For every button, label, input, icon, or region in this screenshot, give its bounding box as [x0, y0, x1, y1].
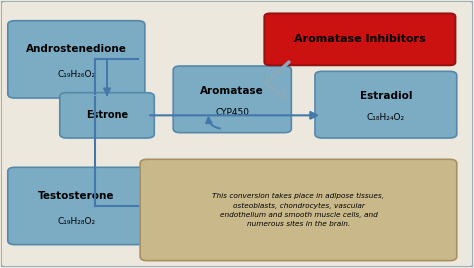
FancyBboxPatch shape [264, 13, 456, 65]
Text: C₁₉H₂₈O₂: C₁₉H₂₈O₂ [57, 217, 95, 226]
Text: Estrone: Estrone [86, 110, 128, 120]
FancyBboxPatch shape [173, 66, 292, 133]
FancyBboxPatch shape [315, 71, 457, 138]
Text: Testosterone: Testosterone [38, 191, 115, 200]
FancyBboxPatch shape [8, 21, 145, 98]
Text: C₁₈H₂₄O₂: C₁₈H₂₄O₂ [367, 113, 405, 122]
Text: Aromatase Inhibitors: Aromatase Inhibitors [294, 34, 426, 44]
FancyBboxPatch shape [140, 159, 457, 261]
Text: CYP450: CYP450 [215, 108, 249, 117]
FancyBboxPatch shape [60, 93, 155, 138]
Text: This conversion takes place in adipose tissues,
osteoblasts, chondrocytes, vascu: This conversion takes place in adipose t… [212, 193, 384, 227]
FancyBboxPatch shape [8, 167, 145, 245]
Text: Androstenedione: Androstenedione [26, 44, 127, 54]
Text: Aromatase: Aromatase [201, 85, 264, 96]
Text: Estradiol: Estradiol [360, 91, 412, 101]
Text: C₁₉H₂₆O₂: C₁₉H₂₆O₂ [57, 70, 95, 79]
